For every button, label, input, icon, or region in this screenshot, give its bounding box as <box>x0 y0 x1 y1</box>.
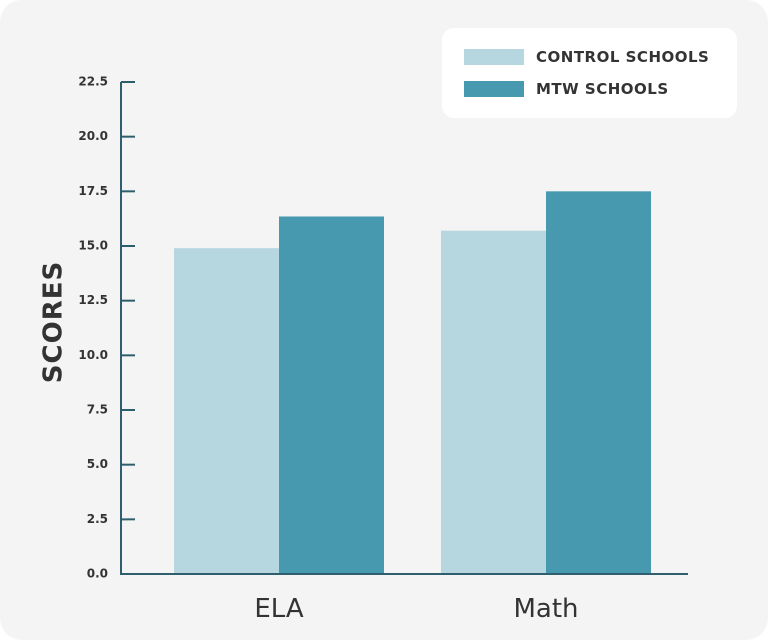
y-tick-label: 7.5 <box>87 403 108 417</box>
y-tick-label: 5.0 <box>87 457 108 471</box>
x-axis: ELA Math <box>120 573 688 624</box>
legend-swatch-mtw <box>464 81 524 97</box>
bar-ela-control <box>174 248 279 575</box>
legend-label-mtw: MTW SCHOOLS <box>536 80 669 98</box>
legend-label-control: CONTROL SCHOOLS <box>536 48 710 66</box>
y-tick-label: 17.5 <box>78 184 108 198</box>
x-tick-label-math: Math <box>513 594 578 624</box>
bars-group <box>174 191 651 575</box>
legend-swatch-control <box>464 49 524 65</box>
y-tick-label: 22.5 <box>78 75 108 89</box>
y-tick-label: 20.0 <box>78 129 108 143</box>
y-axis: 0.0 2.5 5.0 7.5 10.0 12.5 15.0 17.5 20.0 22.5 <box>78 75 135 581</box>
legend-item-control: CONTROL SCHOOLS <box>464 46 709 68</box>
bar-ela-mtw <box>279 216 384 575</box>
bar-math-control <box>441 230 546 574</box>
x-tick-label-ela: ELA <box>254 594 304 624</box>
y-axis-label: SCORES <box>39 261 69 383</box>
legend: CONTROL SCHOOLS MTW SCHOOLS <box>442 28 737 118</box>
y-tick-label: 12.5 <box>78 293 108 307</box>
y-tick-label: 2.5 <box>87 512 108 526</box>
y-tick-label: 15.0 <box>78 239 108 253</box>
y-tick-label: 10.0 <box>78 348 108 362</box>
bar-math-mtw <box>546 191 651 575</box>
legend-item-mtw: MTW SCHOOLS <box>464 78 669 100</box>
y-tick-label: 0.0 <box>87 567 108 581</box>
